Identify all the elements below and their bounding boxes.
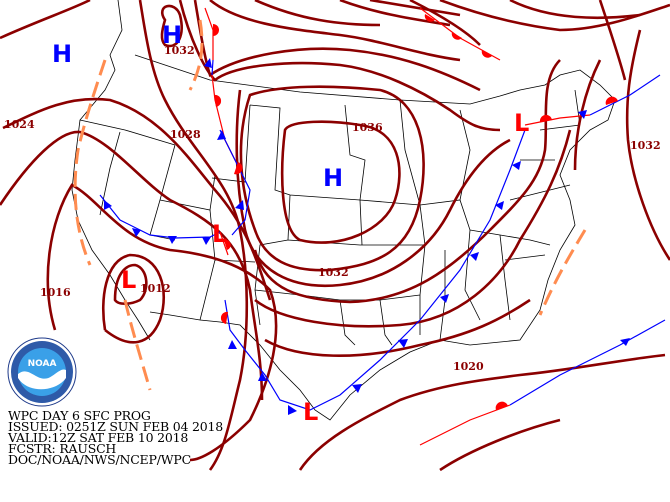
low-pressure-center: L (121, 266, 136, 294)
low-pressure-center: L (212, 220, 227, 248)
cold-front-southern-plains (224, 129, 526, 411)
cold-front-northeast (589, 74, 661, 116)
warm-front-north (204, 7, 214, 60)
cold-front-southwest (99, 194, 221, 239)
isobar-label: 1036 (352, 121, 383, 134)
valid-time: VALID:12Z SAT FEB 10 2018 (8, 430, 189, 445)
political-borders (71, 0, 616, 421)
product-title: WPC DAY 6 SFC PROG (8, 408, 151, 423)
low-pressure-center: L (303, 398, 318, 426)
issued-time: ISSUED: 0251Z SUN FEB 04 2018 (8, 419, 224, 434)
isobars (0, 0, 670, 472)
cold-front-north (211, 59, 214, 76)
forecaster: FCSTR: RAUSCH (8, 441, 117, 456)
troughs (73, 19, 587, 391)
trough-pacific (73, 59, 107, 266)
isobar-label: 1032 (164, 44, 195, 57)
fronts (99, 7, 666, 446)
warm-front-gulf (419, 404, 511, 446)
cold-front-symbols (104, 58, 630, 415)
isobar-label: 1016 (40, 286, 71, 299)
trough-southwest (123, 299, 152, 391)
isobar-labels: 1032 1024 1028 1036 1032 1016 1012 1020 … (4, 44, 661, 373)
isobar-label: 1032 (630, 139, 661, 152)
isobar-label: 1024 (4, 118, 35, 131)
trough-west-coast (188, 19, 204, 91)
low-pressure-center: L (514, 109, 529, 137)
high-pressure-center: H (52, 40, 72, 68)
agency: DOC/NOAA/NWS/NCEP/WPC (8, 452, 191, 467)
pressure-centers: H H H L L L L (52, 21, 529, 426)
noaa-logo-text: NOAA (28, 359, 57, 369)
isobar-label: 1028 (170, 128, 201, 141)
trough-atlantic-coast (538, 229, 587, 316)
isobar-label: 1012 (140, 282, 171, 295)
high-pressure-center: H (323, 164, 343, 192)
isobar-label: 1020 (453, 360, 484, 373)
isobar-label: 1032 (318, 266, 349, 279)
warm-front-symbols (213, 14, 618, 410)
cold-front-rockies (219, 129, 251, 236)
warm-front-southwest-low (219, 231, 229, 256)
cold-front-atlantic (509, 319, 666, 406)
high-pressure-center: H (162, 21, 182, 49)
product-info-block: WPC DAY 6 SFC PROG ISSUED: 0251Z SUN FEB… (8, 408, 224, 467)
warm-front-northeast (524, 114, 591, 126)
noaa-logo: NOAA (7, 337, 77, 407)
